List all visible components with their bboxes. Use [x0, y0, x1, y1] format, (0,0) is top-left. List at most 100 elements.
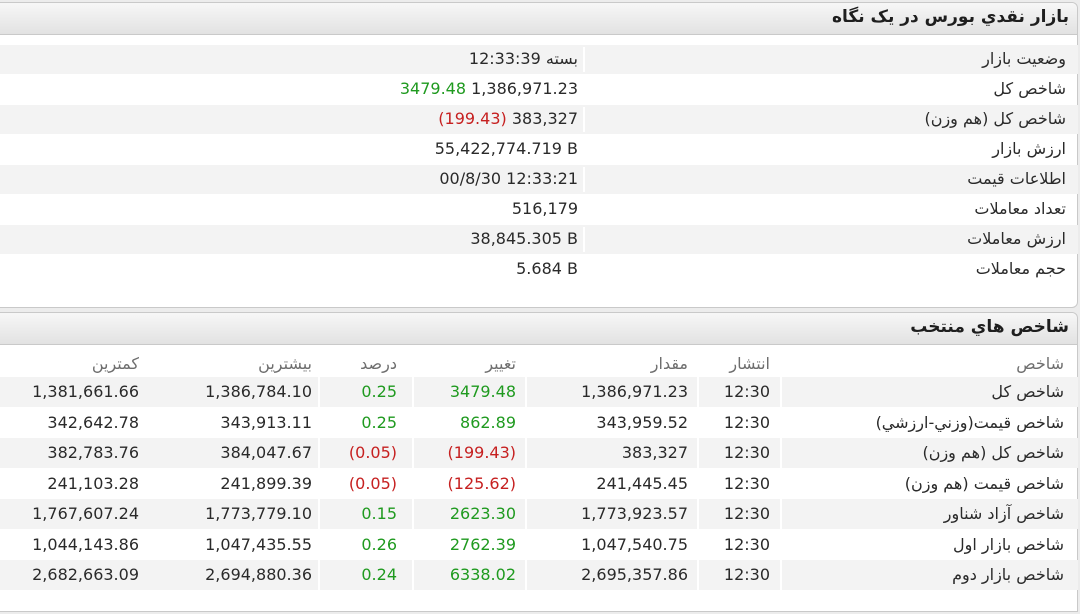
summary-row: شاخص کل 3479.48 1,386,971.23	[0, 75, 1078, 104]
index-high: 1,386,784.10	[205, 382, 312, 401]
selected-indices-panel: شاخص هاي منتخب شاخص انتشار مقدار تغيير د…	[0, 312, 1078, 612]
row-divider	[583, 77, 585, 102]
column-divider	[525, 377, 527, 407]
market-summary-header: بازار نقدي بورس در يک نگاه	[0, 3, 1077, 35]
index-percent: (0.05)	[348, 473, 397, 493]
table-row[interactable]: شاخص قيمت (هم وزن) 12:30 241,445.45 (125.62…	[0, 468, 1078, 499]
column-divider	[780, 377, 782, 407]
index-high: 2,694,880.36	[205, 565, 312, 584]
column-divider	[318, 529, 320, 560]
column-divider	[318, 468, 320, 499]
col-header-change[interactable]: تغيير	[485, 354, 516, 373]
index-time: 12:30	[723, 565, 770, 584]
column-divider	[697, 438, 699, 468]
column-divider	[697, 499, 699, 529]
summary-value: 1,386,971.23	[471, 79, 578, 98]
market-summary-panel: بازار نقدي بورس در يک نگاه وضعيت بازار بس…	[0, 2, 1078, 308]
index-low: 241,103.28	[47, 473, 139, 493]
index-percent: 0.15	[361, 504, 397, 523]
index-percent: 0.24	[361, 565, 397, 584]
column-divider	[318, 377, 320, 407]
index-time: 12:30	[723, 443, 770, 462]
summary-value-group: 00/8/30 12:33:21	[439, 169, 578, 188]
summary-label: ارزش معاملات	[967, 229, 1066, 248]
col-header-amount[interactable]: مقدار	[650, 354, 688, 373]
column-divider	[525, 438, 527, 468]
summary-label: شاخص کل (هم وزن)	[924, 109, 1066, 128]
summary-value-group: 516,179	[512, 199, 578, 218]
summary-label: وضعيت بازار	[982, 49, 1066, 68]
index-name[interactable]: شاخص قيمت(وزني-ارزشي)	[875, 412, 1064, 432]
index-name[interactable]: شاخص بازار دوم	[952, 565, 1064, 584]
column-divider	[780, 499, 782, 529]
table-row[interactable]: شاخص آزاد شناور 12:30 1,773,923.57 2623.30 0…	[0, 499, 1078, 529]
summary-value: 00/8/30 12:33:21	[439, 169, 578, 188]
column-divider	[412, 499, 414, 529]
index-change: 2762.39	[449, 534, 516, 554]
col-header-time[interactable]: انتشار	[729, 354, 770, 373]
summary-row: شاخص کل (هم وزن) (199.43) 383,327	[0, 105, 1078, 134]
summary-value-group: 55,422,774.719 B	[435, 139, 578, 158]
col-header-high[interactable]: بيشترين	[258, 354, 312, 373]
column-divider	[412, 377, 414, 407]
table-row[interactable]: شاخص بازار اول 12:30 1,047,540.75 2762.39 0.…	[0, 529, 1078, 560]
column-divider	[697, 560, 699, 590]
index-name[interactable]: شاخص آزاد شناور	[943, 504, 1064, 523]
index-percent: (0.05)	[348, 443, 397, 462]
col-header-name[interactable]: شاخص	[1016, 354, 1064, 373]
index-change: 2623.30	[449, 504, 516, 523]
index-name[interactable]: شاخص بازار اول	[953, 534, 1064, 554]
column-divider	[697, 377, 699, 407]
index-high: 1,047,435.55	[205, 534, 312, 554]
index-high: 241,899.39	[220, 473, 312, 493]
table-row[interactable]: شاخص قيمت(وزني-ارزشي) 12:30 343,959.52 862.…	[0, 407, 1078, 438]
column-divider	[412, 468, 414, 499]
row-divider	[583, 197, 585, 222]
row-divider	[583, 47, 585, 72]
table-row[interactable]: شاخص کل 12:30 1,386,971.23 3479.48 0.25 1,386…	[0, 377, 1078, 407]
index-name[interactable]: شاخص کل	[991, 382, 1064, 401]
row-divider	[583, 167, 585, 192]
selected-indices-header: شاخص هاي منتخب	[0, 313, 1077, 345]
summary-label: شاخص کل	[993, 79, 1066, 98]
column-divider	[318, 407, 320, 438]
summary-change: (199.43)	[438, 109, 507, 128]
summary-row: حجم معاملات 5.684 B	[0, 255, 1078, 284]
summary-row: وضعيت بازار بسته 12:33:39	[0, 45, 1078, 74]
column-divider	[697, 407, 699, 438]
column-divider	[412, 560, 414, 590]
column-divider	[780, 560, 782, 590]
index-name[interactable]: شاخص قيمت (هم وزن)	[904, 473, 1064, 493]
column-divider	[525, 407, 527, 438]
row-divider	[583, 227, 585, 252]
index-amount: 2,695,357.86	[581, 565, 688, 584]
index-time: 12:30	[723, 473, 770, 493]
summary-change: 3479.48	[399, 79, 467, 98]
col-header-low[interactable]: کمترين	[91, 354, 139, 373]
index-percent: 0.25	[361, 382, 397, 401]
index-amount: 241,445.45	[596, 473, 688, 493]
index-low: 1,767,607.24	[32, 504, 139, 523]
column-divider	[780, 468, 782, 499]
column-divider	[780, 529, 782, 560]
index-change: (125.62)	[447, 473, 516, 493]
index-amount: 1,386,971.23	[581, 382, 688, 401]
col-header-percent[interactable]: درصد	[360, 354, 397, 373]
summary-row: اطلاعات قيمت 00/8/30 12:33:21	[0, 165, 1078, 194]
summary-row: ارزش بازار 55,422,774.719 B	[0, 135, 1078, 164]
column-divider	[412, 529, 414, 560]
summary-value-group: (199.43) 383,327	[438, 109, 578, 128]
column-divider	[318, 438, 320, 468]
row-divider	[583, 107, 585, 132]
summary-label: حجم معاملات	[975, 259, 1066, 278]
column-divider	[697, 529, 699, 560]
index-percent: 0.25	[361, 412, 397, 432]
summary-value-group: 3479.48 1,386,971.23	[400, 79, 578, 98]
index-name[interactable]: شاخص کل (هم وزن)	[922, 443, 1064, 462]
table-row[interactable]: شاخص کل (هم وزن) 12:30 383,327 (199.43) (0.0…	[0, 438, 1078, 468]
index-percent: 0.26	[361, 534, 397, 554]
summary-value-group: 38,845.305 B	[470, 229, 578, 248]
index-time: 12:30	[723, 412, 770, 432]
column-divider	[318, 499, 320, 529]
table-row[interactable]: شاخص بازار دوم 12:30 2,695,357.86 6338.02 0.…	[0, 560, 1078, 590]
